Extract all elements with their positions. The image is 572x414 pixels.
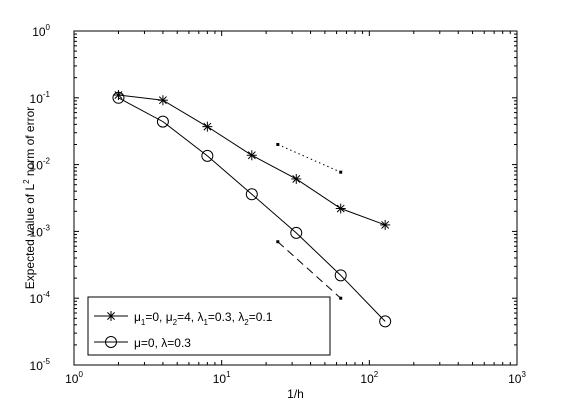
dashed-reference-line [277, 241, 342, 299]
y-label-sup: 2 [22, 179, 31, 184]
series-2 [112, 91, 392, 328]
star-marker [106, 311, 116, 321]
series-layer [112, 90, 392, 328]
circle-marker [379, 315, 392, 328]
y-tick-label: 10-5 [30, 357, 51, 373]
reference-slope-lines [276, 142, 343, 300]
circle-marker [245, 188, 258, 201]
y-label-post: norm of error [23, 107, 37, 180]
legend-box [87, 296, 331, 356]
reference-endpoint [339, 170, 343, 174]
circle-marker [112, 91, 125, 104]
reference-endpoint [339, 296, 343, 300]
y-tick-label: 10-2 [30, 157, 51, 173]
legend: μ1=0, μ2=4, λ1=0.3, λ2=0.1 μ=0, λ=0.3 [87, 296, 331, 356]
circle-marker [105, 336, 117, 348]
x-tick-label: 100 [65, 370, 83, 386]
y-tick-label: 100 [32, 23, 50, 39]
axis-ticks [73, 30, 518, 366]
reference-endpoint [276, 240, 280, 244]
y-label-pre: Expected value of L [23, 184, 37, 290]
tick-labels: 100 101 102 103 10-5 10-4 10-3 10-2 10-1 100 [30, 23, 527, 386]
y-tick-label: 10-1 [30, 90, 51, 106]
x-tick-label: 101 [213, 370, 231, 386]
star-marker [246, 150, 257, 161]
circle-marker [290, 226, 303, 239]
reference-endpoint [276, 142, 280, 146]
series-line [118, 97, 386, 322]
star-marker [113, 90, 124, 101]
circle-marker [201, 149, 214, 162]
y-axis-label: Expected value of L2 norm of error [22, 107, 37, 290]
x-tick-label: 102 [360, 370, 378, 386]
circle-marker [334, 269, 347, 282]
y-tick-label: 10-4 [30, 290, 51, 306]
x-tick-label: 103 [508, 370, 526, 386]
star-marker [157, 95, 168, 106]
star-marker [202, 121, 213, 132]
star-marker [291, 173, 302, 184]
y-tick-label: 10-3 [30, 223, 51, 239]
star-marker [335, 203, 346, 214]
x-axis-label: 1/h [287, 387, 304, 401]
star-marker [380, 219, 391, 230]
legend-label: μ1=0, μ2=4, λ1=0.3, λ2=0.1 [134, 310, 273, 327]
legend-label: μ=0, λ=0.3 [134, 336, 191, 350]
circle-marker [156, 115, 169, 128]
